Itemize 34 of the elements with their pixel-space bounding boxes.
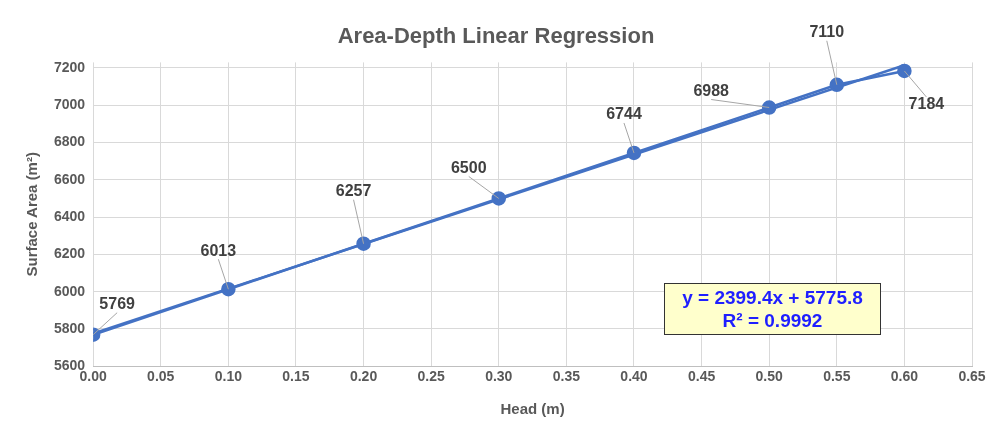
y-tick-label: 6800 <box>53 133 86 150</box>
x-tick-label: 0.45 <box>687 368 716 385</box>
data-label: 6013 <box>200 241 237 259</box>
x-tick-label: 0.05 <box>147 368 175 385</box>
y-tick-label: 5800 <box>53 319 86 336</box>
annotation: y = 2399.4x + 5775.8 <box>681 286 864 309</box>
x-axis-title: Head (m) <box>500 400 565 418</box>
annotation: R² = 0.9992 <box>721 309 824 332</box>
y-tick-label: 6200 <box>53 245 86 262</box>
x-tick-label: 0.55 <box>823 368 851 385</box>
data-label: 5769 <box>99 295 136 313</box>
y-tick-label: 6600 <box>53 170 86 187</box>
data-label: 6500 <box>450 158 487 176</box>
x-tick-label: 0.10 <box>214 368 243 385</box>
x-tick-label: 0.40 <box>620 368 648 385</box>
data-label: 6257 <box>335 182 372 200</box>
x-tick-label: 0.65 <box>958 368 986 385</box>
data-label: 7184 <box>908 95 945 113</box>
x-tick-label: 0.60 <box>890 368 919 385</box>
x-tick-label: 0.30 <box>485 368 513 385</box>
data-label: 7110 <box>809 23 845 41</box>
chart-title: Area-Depth Linear Regression <box>337 23 655 49</box>
y-axis-title: Surface Area (m²) <box>23 152 41 277</box>
x-tick-label: 0.50 <box>755 368 784 385</box>
x-tick-label: 0.25 <box>417 368 445 385</box>
data-label: 6988 <box>693 81 730 99</box>
x-tick-label: 0.20 <box>349 368 378 385</box>
y-tick-label: 6400 <box>53 207 86 224</box>
y-tick-label: 6000 <box>53 282 86 299</box>
x-tick-label: 0.35 <box>552 368 581 385</box>
y-tick-label: 7200 <box>53 58 86 75</box>
data-label: 6744 <box>606 105 642 123</box>
y-tick-label: 7000 <box>53 96 86 113</box>
x-tick-label: 0.15 <box>282 368 310 385</box>
